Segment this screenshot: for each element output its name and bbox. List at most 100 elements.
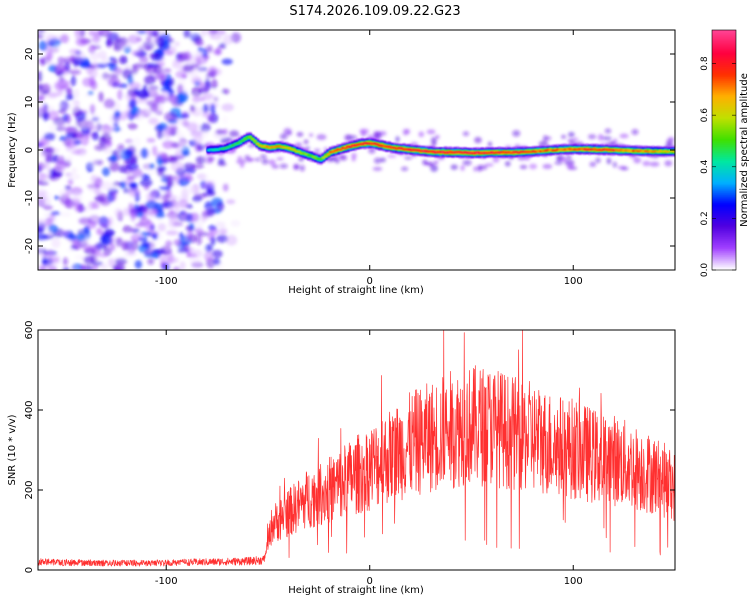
heatmap-cell	[118, 165, 128, 173]
heatmap-cell	[118, 40, 129, 50]
heatmap-cell	[222, 34, 234, 45]
heatmap-cell	[89, 52, 100, 61]
ridge-cell	[504, 151, 509, 154]
heatmap-cell	[57, 56, 65, 66]
heatmap-cell	[194, 227, 204, 234]
heatmap-cell	[92, 122, 100, 130]
ridge-cell	[519, 150, 523, 153]
ridge-cell	[585, 148, 589, 151]
ridge-cell	[619, 149, 624, 151]
heatmap-cell	[167, 220, 179, 229]
ridge-cell	[448, 151, 453, 153]
heatmap-cell	[135, 47, 142, 53]
heatmap-cell	[127, 123, 138, 130]
heatmap-cell	[74, 51, 86, 62]
ridge-cell	[434, 151, 438, 154]
ridge-cell	[580, 148, 584, 151]
heatmap-cell	[56, 75, 66, 86]
snr-y-tick-label: 400	[24, 400, 35, 419]
heatmap-cell	[53, 195, 60, 200]
heatmap-cell	[91, 264, 99, 270]
ridge-cell	[492, 151, 497, 154]
ridge-cell	[587, 148, 592, 151]
heatmap-cell	[38, 248, 43, 254]
heatmap-cell	[89, 104, 96, 116]
heatmap-cell	[108, 258, 115, 268]
heatmap-cell	[151, 145, 158, 156]
heatmap-cell	[221, 58, 233, 65]
colorbar-cell	[712, 148, 736, 151]
heatmap-cell	[164, 111, 177, 122]
heatmap-cell	[108, 57, 116, 62]
snr-x-tick-label: -100	[155, 576, 178, 587]
heatmap-cell	[127, 88, 138, 97]
heatmap-cell	[191, 196, 203, 203]
ridge-cell	[387, 145, 392, 148]
heatmap-cell	[566, 163, 575, 170]
heatmap-cell	[49, 121, 59, 129]
heatmap-cell	[187, 229, 193, 236]
colorbar-cell	[712, 218, 736, 221]
heatmap-cell	[49, 171, 56, 179]
ridge-cell	[358, 143, 362, 146]
ridge-cell	[238, 140, 243, 145]
ridge-cell	[458, 151, 462, 154]
heatmap-cell	[155, 37, 165, 47]
colorbar-cell	[712, 122, 736, 125]
heatmap-cell	[359, 128, 370, 134]
colorbar-cell	[712, 210, 736, 213]
ridge-cell	[487, 151, 492, 154]
heatmap-cell	[430, 137, 437, 144]
colorbar-cell	[712, 170, 736, 173]
ridge-cell	[307, 154, 311, 157]
colorbar-cell	[712, 268, 736, 271]
ridge-cell	[524, 150, 528, 153]
ridge-cell	[214, 148, 218, 151]
heatmap-cell	[57, 108, 67, 114]
colorbar-cell	[712, 176, 736, 179]
heatmap-cell	[188, 75, 201, 85]
heatmap-cell	[163, 127, 172, 139]
heatmap-cell	[43, 163, 51, 169]
heatmap-cell	[561, 134, 566, 139]
heatmap-cell	[38, 162, 46, 171]
ridge-cell	[477, 152, 482, 154]
snr-x-axis: -100 0 100	[155, 330, 583, 587]
heatmap-cell	[57, 120, 67, 131]
heatmap-cell	[149, 52, 160, 58]
ridge-cell	[470, 152, 475, 155]
ridge-cell	[421, 150, 426, 152]
ridge-cell	[626, 149, 631, 152]
ridge-cell	[416, 149, 421, 152]
heatmap-cell	[117, 89, 123, 101]
heatmap-cell	[131, 73, 139, 81]
ridge-cell	[624, 149, 628, 152]
heatmap-cell	[217, 162, 227, 167]
heatmap-cell	[109, 191, 117, 202]
colorbar-cell	[712, 132, 736, 135]
ridge-cell	[324, 155, 328, 158]
heatmap-cell	[98, 91, 104, 103]
heatmap-cell	[38, 83, 43, 91]
ridge-cell	[485, 152, 489, 154]
heatmap-cell	[62, 230, 69, 236]
ridge-cell	[673, 150, 675, 153]
colorbar-cell	[712, 58, 736, 61]
ridge-cell	[446, 151, 450, 154]
heatmap-cell	[198, 74, 211, 80]
ridge-cell	[365, 142, 370, 145]
ridge-cell	[614, 148, 619, 151]
ridge-cell	[297, 150, 301, 153]
snr-x-tick-label: 100	[564, 576, 583, 587]
heatmap-cell	[113, 122, 119, 127]
heatmap-cell	[147, 258, 155, 265]
colorbar-cell	[712, 150, 736, 153]
heatmap-cell	[156, 166, 165, 177]
heatmap-cell	[189, 104, 196, 112]
ridge-cell	[412, 149, 416, 151]
colorbar-cell	[712, 192, 736, 195]
heatmap-cell	[41, 32, 52, 37]
spectrogram-y-label: Frequency (Hz)	[7, 112, 18, 188]
heatmap-cell	[166, 180, 173, 187]
colorbar-cell	[712, 80, 736, 83]
